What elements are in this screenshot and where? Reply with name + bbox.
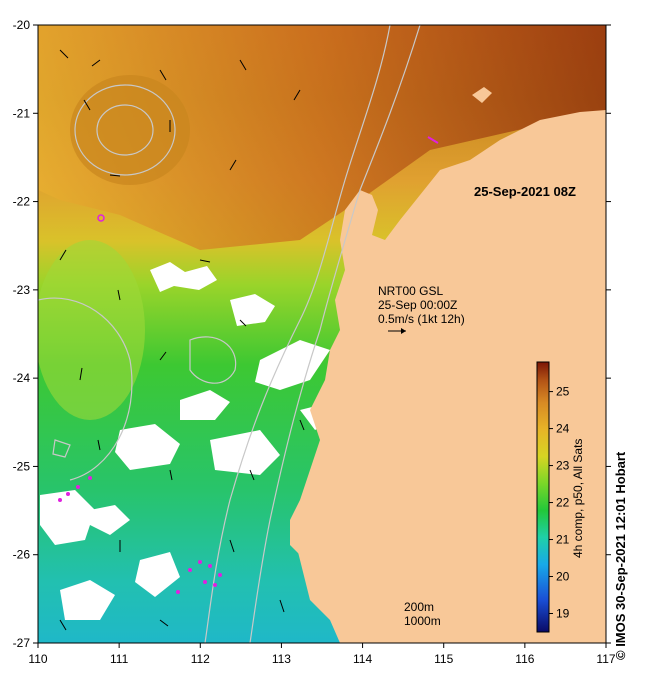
cool-filament (38, 240, 145, 420)
plot-frame (37, 24, 607, 644)
island (290, 520, 320, 560)
x-tick-label: 113 (272, 652, 291, 666)
product-line-1: NRT00 GSL (378, 284, 443, 298)
x-tick-label: 116 (515, 652, 534, 666)
colorbar-tick-label: 22 (556, 496, 570, 510)
scale-arrowhead (401, 328, 406, 334)
y-tick-label: -21 (13, 106, 31, 120)
y-tick-label: -24 (13, 371, 31, 385)
y-axis: -20 -21 -22 -23 -24 -25 -26 -27 (13, 18, 611, 650)
x-tick-label: 112 (191, 652, 210, 666)
colorbar: 25 24 23 22 21 20 19 4h comp, p50, All Sats (536, 361, 585, 633)
warm-water-region (38, 25, 606, 250)
colorbar-tick-label: 19 (556, 607, 570, 621)
y-tick-label: -27 (13, 636, 31, 650)
colorbar-label: 4h comp, p50, All Sats (571, 439, 585, 558)
credit-text: © IMOS 30-Sep-2021 12:01 Hobart (613, 451, 628, 660)
y-tick-label: -22 (13, 195, 31, 209)
colorbar-tick-label: 25 (556, 385, 570, 399)
colorbar-scale (536, 361, 550, 633)
x-tick-label: 114 (353, 652, 372, 666)
contour-label-1000m: 1000m (404, 614, 441, 628)
colorbar-tick-label: 21 (556, 533, 570, 547)
product-line-3: 0.5m/s (1kt 12h) (378, 312, 465, 326)
colorbar-tick-label: 23 (556, 459, 570, 473)
colorbar-tick-label: 20 (556, 570, 570, 584)
depth-contours (38, 25, 421, 643)
x-tick-label: 115 (434, 652, 453, 666)
timestamp: 25-Sep-2021 08Z (474, 184, 576, 199)
y-tick-label: -20 (13, 18, 31, 32)
australia-landmass (290, 110, 606, 643)
drifter-tracks (58, 136, 439, 594)
x-tick-label: 111 (110, 652, 129, 666)
y-tick-label: -26 (13, 548, 31, 562)
colorbar-tick-label: 24 (556, 422, 570, 436)
x-tick-label: 110 (28, 652, 47, 666)
current-vectors (59, 49, 305, 631)
x-axis: 110 111 112 113 114 115 116 117 (28, 643, 616, 666)
island (472, 87, 492, 103)
contour-label-200m: 200m (404, 600, 434, 614)
product-line-2: 25-Sep 00:00Z (378, 298, 457, 312)
y-tick-label: -23 (13, 283, 31, 297)
y-tick-label: -25 (13, 459, 31, 473)
x-tick-label: 117 (596, 652, 615, 666)
eddy (70, 75, 190, 185)
